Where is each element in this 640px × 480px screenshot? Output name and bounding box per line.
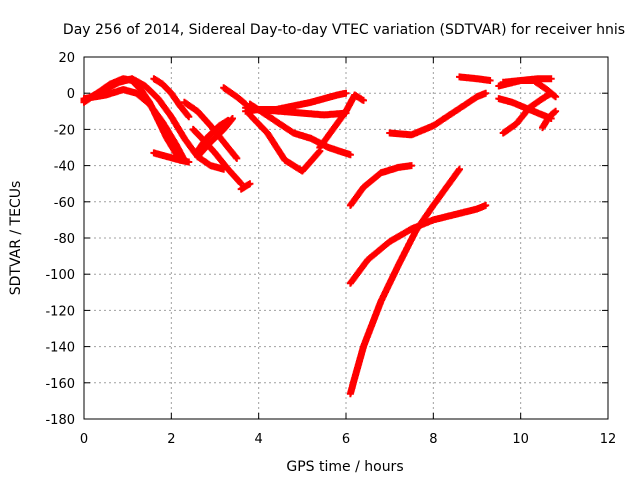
y-tick-label: -80 [54, 232, 75, 247]
plot-frame [83, 56, 609, 420]
data-series [346, 162, 415, 209]
data-point-markers [220, 84, 250, 108]
data-series [80, 86, 188, 164]
y-tick-label: -160 [45, 377, 75, 392]
data-point-markers [150, 149, 193, 166]
y-tick-label: -100 [45, 268, 75, 283]
data-point-markers [386, 89, 490, 139]
data-series [346, 165, 463, 398]
x-tick-label: 0 [80, 432, 88, 447]
data-point-markers [246, 111, 324, 175]
data-series [237, 180, 254, 193]
data-point-markers [499, 75, 555, 86]
data-point-markers [237, 180, 254, 193]
x-axis-title: GPS time / hours [286, 459, 403, 475]
data-series [246, 100, 354, 159]
chart-title: Day 256 of 2014, Sidereal Day-to-day VTE… [63, 22, 625, 38]
y-tick-label: -60 [54, 196, 75, 211]
data-series [194, 116, 232, 155]
x-tick-label: 8 [429, 432, 437, 447]
x-tick-labels: 0 2 4 6 8 10 12 [80, 432, 616, 447]
x-tick-label: 4 [255, 432, 263, 447]
y-tick-labels: -180 -160 -140 -120 -100 -80 -60 -40 -20 0 20 [45, 51, 75, 428]
y-tick-label: -120 [45, 304, 75, 319]
y-tick-label: 20 [58, 51, 75, 66]
x-tick-label: 2 [167, 432, 175, 447]
data-point-markers [194, 116, 232, 155]
x-tick-label: 10 [512, 432, 529, 447]
data-series [246, 111, 324, 175]
data-series [456, 73, 494, 84]
y-tick-label: -180 [45, 413, 75, 428]
data-point-markers [539, 107, 560, 132]
data-series [499, 75, 555, 86]
data-series [220, 84, 250, 108]
data-series [539, 107, 560, 132]
data-point-markers [246, 100, 354, 159]
data-series [150, 75, 193, 121]
y-axis-title: SDTVAR / TECUs [8, 181, 24, 296]
data-point-markers [346, 201, 490, 287]
y-tick-label: 0 [67, 87, 75, 102]
data-series [346, 201, 490, 287]
x-tick-label: 12 [600, 432, 617, 447]
data-series [386, 89, 490, 139]
y-tick-label: -140 [45, 341, 75, 356]
y-tick-label: -20 [54, 123, 75, 138]
data-point-markers [346, 162, 415, 209]
data-point-markers [150, 75, 193, 121]
y-tick-label: -40 [54, 160, 75, 175]
data-point-markers [316, 91, 367, 151]
data-points [80, 73, 560, 398]
data-series [316, 91, 367, 151]
data-point-markers [80, 86, 188, 164]
x-tick-label: 6 [342, 432, 350, 447]
data-point-markers [456, 73, 494, 84]
data-series [150, 149, 193, 166]
data-point-markers [346, 165, 463, 398]
